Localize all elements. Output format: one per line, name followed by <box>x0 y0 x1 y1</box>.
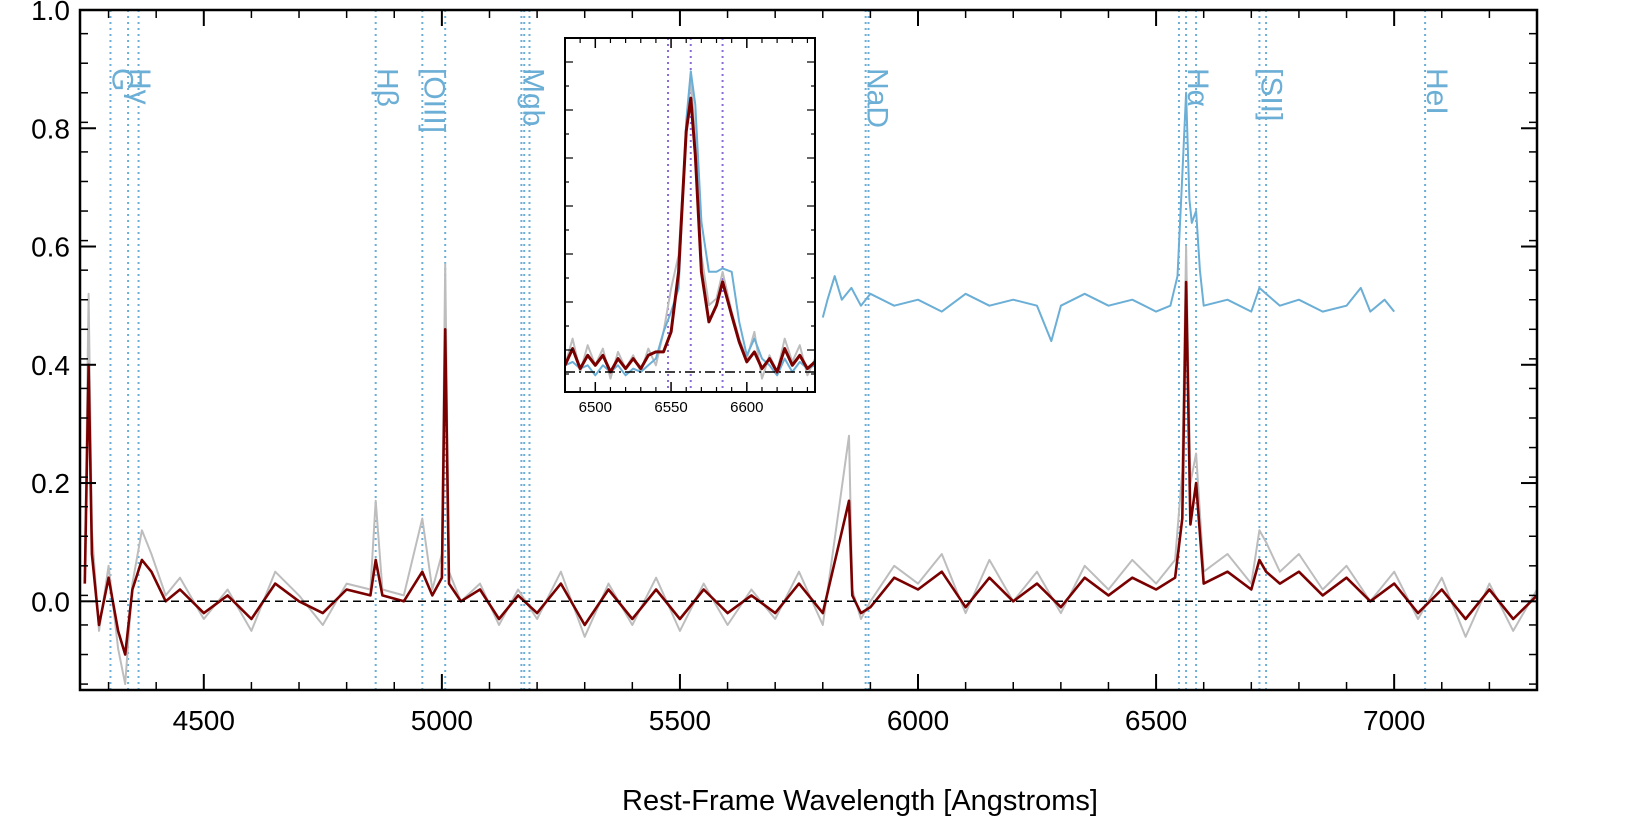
series-line-0 <box>83 245 1538 686</box>
inset-x-tick-label-2: 6600 <box>730 399 763 416</box>
y-tick-label-4: 0.8 <box>31 113 70 144</box>
marker-label-12: Hα <box>1181 68 1214 107</box>
y-tick-label-0: 0.0 <box>31 586 70 617</box>
marker-label-4: [OIII] <box>417 68 450 133</box>
x-tick-label-5: 7000 <box>1363 705 1425 736</box>
marker-label-9: NaD <box>861 68 894 128</box>
marker-label-14: [SII] <box>1254 68 1287 121</box>
y-tick-label-5: 1.0 <box>31 0 70 26</box>
axis-ticks <box>80 9 1538 690</box>
series-line-1 <box>83 280 1538 656</box>
x-tick-labels: 4500 5000 5500 6000 6500 7000 <box>173 705 1426 736</box>
x-tick-label-3: 6000 <box>887 705 949 736</box>
x-tick-label-0: 4500 <box>173 705 235 736</box>
emission-line-labels: GHγ Hβ [OIII] Mgb NaD Hα [SII] HeI <box>105 68 1453 133</box>
inset-ticks <box>565 38 815 392</box>
y-tick-label-3: 0.6 <box>31 232 70 263</box>
x-tick-label-2: 5500 <box>649 705 711 736</box>
y-tick-label-2: 0.4 <box>31 350 70 381</box>
marker-label-3: Hβ <box>371 68 404 107</box>
x-axis-label: Rest-Frame Wavelength [Angstroms] <box>622 785 1098 817</box>
marker-label-16: HeI <box>1420 68 1453 115</box>
inset-x-tick-label-0: 6500 <box>579 399 612 416</box>
y-tick-labels: 0.0 0.2 0.4 0.6 0.8 1.0 <box>31 0 70 617</box>
plot-frame <box>78 8 1539 692</box>
inset-line-markers <box>667 38 724 392</box>
marker-label-6: Mgb <box>516 68 549 126</box>
x-tick-label-4: 6500 <box>1125 705 1187 736</box>
inset-frame <box>564 37 816 393</box>
x-tick-label-1: 5000 <box>411 705 473 736</box>
marker-label-1: Hγ <box>123 68 156 105</box>
inset-x-tick-labels: 6500 6550 6600 <box>579 399 764 416</box>
y-tick-label-1: 0.2 <box>31 468 70 499</box>
inset-panel: 6500 6550 6600 <box>564 37 816 416</box>
inset-x-tick-label-1: 6550 <box>654 399 687 416</box>
series-line-2 <box>821 91 1395 343</box>
inset-series-line-2 <box>565 96 815 374</box>
inset-series-layer <box>565 70 815 380</box>
series-layer <box>83 91 1538 686</box>
marker-label-0: G <box>105 68 138 91</box>
